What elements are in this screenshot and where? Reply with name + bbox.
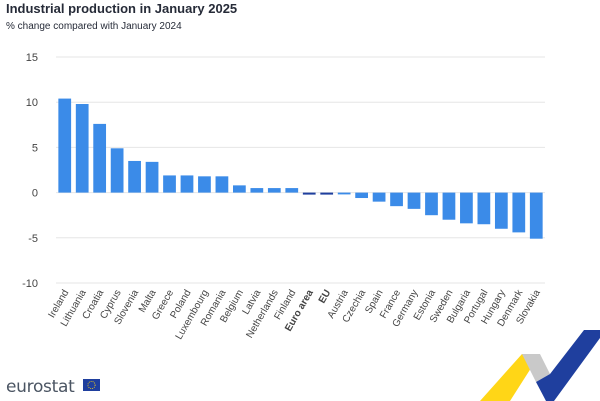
y-tick-label: -10 — [22, 278, 38, 290]
bar[interactable] — [425, 192, 438, 216]
bar[interactable] — [529, 192, 543, 239]
x-tick-label: EU — [317, 288, 333, 306]
bar[interactable] — [477, 192, 491, 225]
bar[interactable] — [285, 188, 299, 193]
y-tick-label: 5 — [32, 142, 38, 154]
bar[interactable] — [145, 161, 159, 193]
bar[interactable] — [128, 160, 141, 193]
bar[interactable] — [233, 185, 246, 193]
bar[interactable] — [75, 104, 89, 193]
chart-subtitle: % change compared with January 2024 — [6, 21, 182, 32]
bar[interactable] — [320, 192, 334, 195]
bar[interactable] — [372, 192, 386, 202]
bar[interactable] — [355, 192, 368, 199]
eu-flag-icon — [83, 379, 100, 391]
y-tick-label: 0 — [32, 188, 38, 200]
bar[interactable] — [180, 175, 194, 193]
bar[interactable] — [512, 192, 526, 233]
decorative-ribbon-icon — [480, 330, 600, 401]
eurostat-logo: eurostat — [6, 377, 75, 397]
y-tick-label: 15 — [26, 52, 38, 64]
bar[interactable] — [407, 192, 421, 209]
bar[interactable] — [442, 192, 456, 220]
bar[interactable] — [198, 176, 211, 193]
bar[interactable] — [267, 188, 281, 193]
bar[interactable] — [337, 192, 351, 195]
bar[interactable] — [163, 175, 176, 193]
y-tick-label: -5 — [28, 233, 38, 245]
bar[interactable] — [110, 148, 124, 193]
bar[interactable] — [494, 192, 508, 229]
bar[interactable] — [58, 98, 72, 193]
bar[interactable] — [390, 192, 403, 207]
bar[interactable] — [93, 123, 107, 193]
bar[interactable] — [302, 192, 316, 195]
chart-title: Industrial production in January 2025 — [6, 1, 238, 16]
bar[interactable] — [215, 176, 229, 193]
y-tick-label: 10 — [26, 97, 38, 109]
bar[interactable] — [460, 192, 473, 224]
bar[interactable] — [250, 188, 264, 193]
